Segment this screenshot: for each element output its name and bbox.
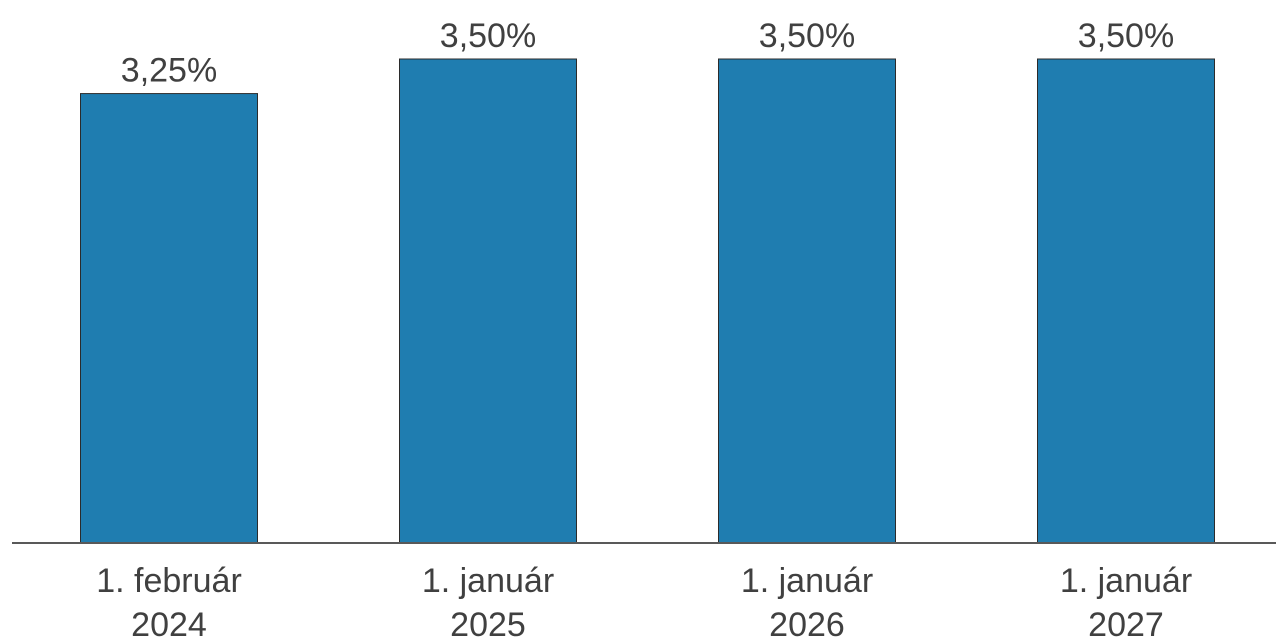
x-tick-label-2-line-2: 2025 <box>450 606 526 641</box>
x-tick-label-1-line-1: 1. február <box>96 562 242 600</box>
data-label-1: 3,25% <box>121 52 217 90</box>
data-label-4: 3,50% <box>1078 17 1174 55</box>
x-tick-label-3-line-2: 2026 <box>769 606 845 641</box>
x-tick-label-4-line-2: 2027 <box>1088 606 1164 641</box>
bar-3 <box>718 58 896 544</box>
x-tick-labels-group: 1. február 2024 1. január 2025 1. január 2026… <box>96 562 1192 641</box>
x-tick-label-2-line-1: 1. január <box>422 562 554 600</box>
bar-4 <box>1037 58 1215 544</box>
x-tick-label-1-line-2: 2024 <box>131 606 207 641</box>
data-labels-group: 3,25% 3,50% 3,50% 3,50% <box>121 17 1174 90</box>
bar-2 <box>399 58 577 544</box>
bar-1 <box>80 93 258 544</box>
data-label-3: 3,50% <box>759 17 855 55</box>
x-tick-label-4-line-1: 1. január <box>1060 562 1192 600</box>
data-label-2: 3,50% <box>440 17 536 55</box>
x-tick-label-3-line-1: 1. január <box>741 562 873 600</box>
bars-group <box>80 58 1215 544</box>
